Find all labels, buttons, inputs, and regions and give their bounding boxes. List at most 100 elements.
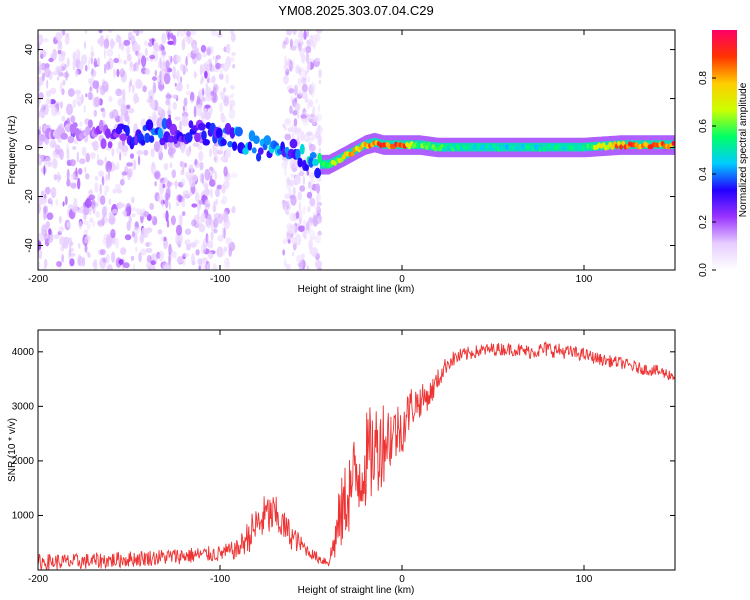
noise-blob: [203, 187, 210, 197]
noise-blob: [116, 68, 120, 78]
noise-blob: [114, 183, 121, 192]
noise-blob: [195, 192, 200, 203]
x-tick-label: 100: [576, 274, 593, 285]
noise-blob: [166, 109, 172, 116]
noise-blob: [92, 80, 99, 89]
noise-blob: [298, 225, 305, 232]
ridge-blob: [671, 140, 675, 146]
noise-blob: [105, 253, 110, 265]
noise-blob: [293, 118, 298, 127]
noise-blob: [126, 168, 133, 178]
noise-blob: [171, 251, 177, 259]
noise-blob: [290, 45, 297, 51]
noise-blob: [111, 148, 114, 156]
noise-blob: [66, 168, 70, 181]
noise-blob: [70, 173, 75, 181]
noise-blob: [306, 221, 310, 231]
noise-blob: [206, 77, 210, 83]
noise-blob: [130, 255, 135, 261]
noise-blob: [64, 63, 67, 70]
noise-blob: [186, 30, 191, 37]
noise-blob: [218, 102, 224, 113]
noise-blob: [93, 258, 98, 270]
noise-blob: [223, 87, 227, 93]
noise-blob: [314, 203, 321, 211]
noise-blob: [158, 84, 165, 90]
noise-blob: [129, 153, 135, 159]
noise-blob: [212, 147, 219, 156]
noise-blob: [316, 30, 323, 34]
ridge-blob: [188, 120, 194, 129]
noise-blob: [74, 70, 79, 77]
noise-blob: [297, 191, 303, 201]
noise-blob: [52, 71, 59, 76]
noise-blob: [286, 176, 291, 184]
noise-blob: [163, 162, 169, 171]
noise-blob: [218, 249, 222, 257]
noise-blob: [298, 262, 304, 270]
noise-blob: [215, 54, 221, 60]
noise-blob: [289, 38, 293, 49]
ridge-blob: [621, 140, 626, 146]
noise-blob: [204, 70, 208, 79]
ridge-blob: [314, 167, 322, 179]
noise-blob: [119, 152, 122, 161]
ridge-blob: [610, 144, 615, 150]
noise-blob: [61, 88, 65, 96]
noise-blob: [107, 161, 113, 169]
snr-xlabel: Height of straight line (km): [298, 585, 415, 596]
noise-blob: [69, 258, 75, 267]
noise-blob: [285, 263, 291, 270]
noise-blob: [174, 82, 177, 87]
noise-blob: [196, 104, 203, 117]
noise-blob: [138, 58, 141, 65]
noise-blob: [189, 145, 192, 152]
noise-blob: [162, 212, 166, 219]
noise-blob: [38, 156, 42, 165]
noise-blob: [284, 117, 292, 127]
noise-blob: [106, 235, 113, 248]
noise-blob: [220, 155, 227, 162]
noise-blob: [187, 53, 192, 58]
noise-blob: [175, 179, 178, 190]
noise-blob: [67, 88, 75, 97]
noise-blob: [172, 35, 176, 41]
noise-blob: [94, 182, 99, 194]
noise-blob: [306, 265, 310, 270]
x-tick-label: 0: [399, 574, 405, 585]
noise-blob: [162, 46, 166, 56]
noise-blob: [213, 83, 219, 91]
noise-blob: [289, 194, 296, 200]
noise-blob: [91, 67, 94, 76]
noise-blob: [306, 191, 313, 199]
noise-blob: [227, 94, 233, 100]
noise-blob: [135, 30, 140, 37]
noise-blob: [83, 104, 86, 113]
noise-blob: [284, 133, 292, 141]
noise-blob: [299, 185, 306, 192]
noise-blob: [43, 206, 48, 214]
noise-blob: [41, 104, 45, 113]
noise-blob: [192, 142, 200, 147]
noise-blob: [120, 247, 127, 256]
noise-blob: [107, 57, 114, 70]
noise-blob: [232, 64, 236, 69]
noise-blob: [210, 95, 214, 102]
noise-blob: [200, 212, 206, 223]
noise-blob: [204, 199, 211, 211]
noise-blob: [213, 154, 219, 164]
noise-blob: [230, 56, 235, 62]
noise-blob: [316, 201, 322, 207]
ridge-blob: [105, 128, 111, 139]
noise-blob: [197, 258, 203, 266]
noise-blob: [314, 57, 321, 62]
noise-blob: [223, 227, 226, 240]
noise-blob: [286, 58, 292, 68]
noise-blob: [317, 192, 321, 202]
noise-blob: [308, 239, 313, 250]
noise-blob: [88, 56, 91, 64]
noise-blob: [183, 97, 188, 107]
noise-blob: [225, 237, 233, 245]
noise-blob: [282, 238, 287, 245]
